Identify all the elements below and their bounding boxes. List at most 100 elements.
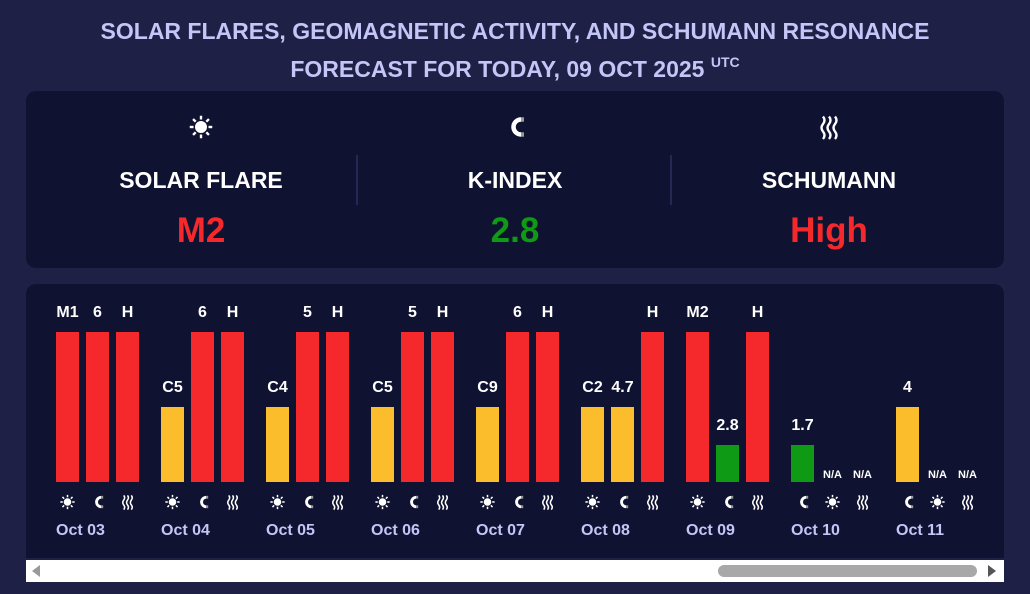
icon-part	[860, 494, 865, 511]
icon-part	[490, 504, 494, 508]
icon-part	[940, 496, 944, 500]
chart-panel: Oct 03 M1 6 H Oct 04 C5 6 H Oct 05 C4 5 H Oct 06 C5 5 H…	[26, 284, 1004, 558]
icon-part	[205, 131, 210, 136]
icon-schumann	[961, 494, 974, 511]
bar	[191, 332, 214, 482]
icon-part	[691, 504, 695, 508]
icon-flare	[825, 494, 840, 510]
icon-part	[230, 494, 235, 511]
icon-part	[226, 494, 231, 511]
bar-label: H	[437, 304, 449, 321]
icon-part	[586, 496, 590, 500]
icon-part	[931, 504, 935, 508]
scroll-right[interactable]	[988, 565, 996, 577]
bar	[896, 407, 919, 482]
bar-label: 6	[93, 304, 102, 321]
icon-kindex	[410, 495, 419, 509]
icon-part	[595, 504, 599, 508]
icon-flare	[375, 494, 390, 510]
bar-label: H	[227, 304, 239, 321]
summary-label: SOLAR FLARE	[119, 167, 283, 193]
icon-part	[444, 494, 449, 511]
bar	[746, 332, 769, 482]
icon-part	[588, 498, 597, 506]
date-label: Oct 04	[161, 522, 210, 539]
bar-label: H	[752, 304, 764, 321]
scroll-left[interactable]	[32, 565, 40, 577]
icon-kindex	[200, 495, 209, 509]
icon-part	[541, 494, 546, 511]
bar-label: M1	[56, 304, 78, 321]
icon-kindex	[725, 495, 734, 509]
bar-label: 1.7	[791, 417, 813, 434]
icon-part	[693, 498, 702, 506]
icon-part	[549, 494, 554, 511]
bar-label: M2	[686, 304, 708, 321]
na-label: N/A	[928, 469, 947, 481]
summary-label: SCHUMANN	[762, 167, 896, 193]
date-label: Oct 09	[686, 522, 735, 539]
icon-part	[931, 496, 935, 500]
icon-part	[490, 496, 494, 500]
title: SOLAR FLARES, GEOMAGNETIC ACTIVITY, AND …	[0, 16, 1030, 85]
bar	[476, 407, 499, 482]
icon-flare	[189, 115, 213, 139]
icon-part	[835, 496, 839, 500]
bar	[791, 445, 814, 482]
icon-part	[376, 504, 380, 508]
icon-schumann	[436, 494, 449, 511]
icon-part	[856, 494, 861, 511]
bar-label: 5	[303, 304, 312, 321]
icon-part	[166, 496, 170, 500]
icon-part	[654, 494, 659, 511]
icon-part	[933, 498, 942, 506]
date-label: Oct 11	[896, 522, 944, 539]
icon-part	[205, 118, 210, 123]
icon-part	[646, 494, 651, 511]
summary-value: 2.8	[491, 211, 540, 250]
icon-flare	[930, 494, 945, 510]
scroll-thumb[interactable]	[718, 565, 977, 577]
bar	[716, 445, 739, 482]
icon-part	[192, 118, 197, 123]
icon-part	[95, 495, 102, 509]
bar	[506, 332, 529, 482]
icon-kindex	[95, 495, 104, 509]
icon-part	[820, 115, 826, 140]
icon-part	[273, 498, 282, 506]
icon-part	[826, 115, 832, 140]
icon-part	[339, 494, 344, 511]
bar	[611, 407, 634, 482]
bar-label: 5	[408, 304, 417, 321]
icon-part	[481, 496, 485, 500]
bar	[221, 332, 244, 482]
bar-label: H	[542, 304, 554, 321]
date-label: Oct 05	[266, 522, 315, 539]
icon-part	[125, 494, 130, 511]
summary-label: K-INDEX	[468, 167, 563, 193]
summary-value: M2	[177, 211, 226, 250]
icon-kindex	[511, 117, 524, 137]
icon-part	[376, 496, 380, 500]
icon-part	[826, 504, 830, 508]
bar-label: 4.7	[611, 379, 633, 396]
icon-part	[168, 498, 177, 506]
icon-part	[586, 504, 590, 508]
bar-label: C5	[372, 379, 393, 396]
icon-part	[280, 496, 284, 500]
scrollbar[interactable]	[26, 560, 1004, 582]
icon-schumann	[541, 494, 554, 511]
icon-part	[759, 494, 764, 511]
bar-label: H	[647, 304, 659, 321]
icon-part	[940, 504, 944, 508]
icon-part	[700, 504, 704, 508]
icon-part	[271, 496, 275, 500]
icon-part	[800, 495, 807, 509]
summary-value: High	[790, 211, 868, 250]
date-label: Oct 03	[56, 522, 105, 539]
summary-panel: SOLAR FLARE M2 K-INDEX 2.8 SCHUMANN High	[26, 91, 1004, 268]
icon-part	[515, 495, 522, 509]
icon-part	[483, 498, 492, 506]
icon-part	[166, 504, 170, 508]
icon-part	[331, 494, 336, 511]
